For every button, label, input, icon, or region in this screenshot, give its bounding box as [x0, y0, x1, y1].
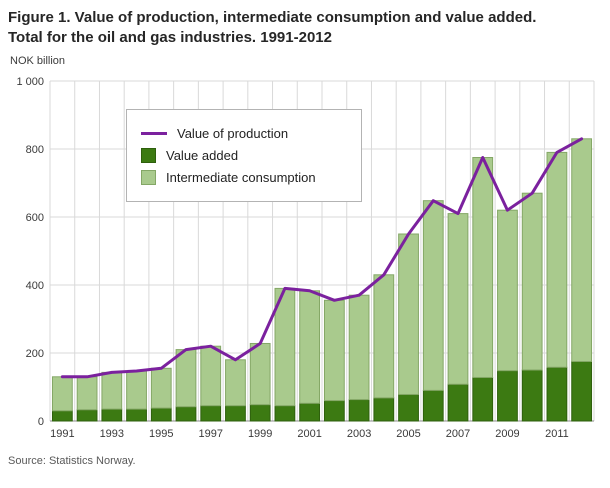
value-added-swatch [141, 148, 156, 163]
x-axis-tick-label: 1993 [100, 428, 124, 440]
legend-label-intermediate-consumption: Intermediate consumption [166, 170, 316, 185]
bar-segment-value-added [472, 376, 494, 422]
bar-segment-value-added [422, 389, 444, 422]
bar-segment-value-added [497, 370, 518, 422]
bar-segment-value-added [521, 369, 543, 422]
bar-segment-value-added [249, 404, 271, 422]
bar-segment-intermediate-consumption [348, 294, 370, 401]
bar-segment-value-added [323, 400, 345, 422]
legend-item-intermediate-consumption: Intermediate consumption [141, 170, 347, 185]
x-axis-tick-label: 2011 [545, 428, 569, 440]
y-axis-tick-label: 800 [26, 144, 44, 156]
bar-segment-value-added [373, 397, 395, 422]
bar-segment-intermediate-consumption [150, 367, 172, 409]
x-axis-tick-label: 1991 [50, 428, 74, 440]
bar-segment-intermediate-consumption [497, 209, 518, 372]
bar-segment-intermediate-consumption [101, 371, 123, 410]
bar-segment-intermediate-consumption [373, 274, 395, 399]
source-note: Source: Statistics Norway. [8, 455, 136, 467]
bar-segment-value-added [51, 410, 73, 422]
bar-segment-value-added [150, 407, 172, 422]
bar-segment-value-added [175, 406, 197, 422]
bar-segment-intermediate-consumption [447, 213, 469, 385]
x-axis-tick-label: 1995 [149, 428, 173, 440]
figure-title: Figure 1. Value of production, intermedi… [8, 8, 602, 47]
bar-segment-intermediate-consumption [422, 200, 444, 391]
bar-segment-intermediate-consumption [51, 376, 73, 412]
bar-segment-value-added [447, 383, 469, 422]
x-axis-tick-label: 2007 [446, 428, 470, 440]
legend-label-value-added: Value added [166, 148, 239, 163]
bar-segment-intermediate-consumption [323, 299, 345, 402]
bar-segment-value-added [200, 405, 222, 422]
y-axis-tick-label: 600 [26, 212, 44, 224]
bar-segment-intermediate-consumption [299, 290, 321, 404]
x-axis-tick-label: 2009 [495, 428, 519, 440]
chart-area: 0 200 400 600 800 1 000 1991 1993 1995 1997 1999 20… [8, 69, 602, 449]
legend-item-value-of-production: Value of production [141, 126, 347, 141]
value-of-production-line [60, 137, 584, 379]
x-axis-tick-label: 1997 [198, 428, 222, 440]
y-axis-tick-label: 400 [26, 280, 44, 292]
bar-segment-intermediate-consumption [398, 233, 419, 395]
figure-title-line1: Figure 1. Value of production, intermedi… [8, 9, 537, 26]
y-axis-tick-label: 200 [26, 348, 44, 360]
figure-title-line2: Total for the oil and gas industries. 19… [8, 28, 332, 46]
legend-label-value-of-production: Value of production [177, 126, 289, 141]
figure-page: Figure 1. Value of production, intermedi… [8, 8, 602, 467]
bar-segment-intermediate-consumption [76, 376, 98, 411]
bar-segment-value-added [274, 405, 296, 422]
x-axis-tick-label: 2005 [396, 428, 420, 440]
bar-segment-value-added [225, 405, 246, 422]
legend: Value of production Value added Intermed… [126, 109, 362, 202]
bar-segment-intermediate-consumption [521, 192, 543, 371]
bar-segment-intermediate-consumption [571, 138, 593, 362]
bar-segment-intermediate-consumption [249, 342, 271, 406]
bar-segment-value-added [126, 408, 147, 422]
bar-segment-value-added [299, 402, 321, 422]
bar-segment-value-added [101, 408, 123, 422]
production-line-swatch [141, 132, 167, 135]
bar-segment-intermediate-consumption [200, 345, 222, 407]
bar-segment-intermediate-consumption [175, 349, 197, 408]
bar-segment-intermediate-consumption [546, 151, 568, 368]
y-axis-tick-label: 1 000 [16, 76, 44, 88]
bar-segment-value-added [76, 409, 98, 422]
x-axis-tick-label: 2003 [347, 428, 371, 440]
x-axis-tick-label: 1999 [248, 428, 272, 440]
bar-segment-value-added [546, 366, 568, 422]
bar-segment-value-added [348, 399, 370, 422]
intermediate-consumption-swatch [141, 170, 156, 185]
y-axis-tick-label: 0 [38, 416, 44, 428]
bar-segment-intermediate-consumption [472, 157, 494, 378]
legend-item-value-added: Value added [141, 148, 347, 163]
bar-segment-intermediate-consumption [126, 370, 147, 410]
x-axis-tick-label: 2001 [297, 428, 321, 440]
y-axis-unit-label: NOK billion [10, 55, 66, 67]
bar-segment-value-added [571, 361, 593, 422]
bar-segment-intermediate-consumption [225, 359, 246, 407]
chart-canvas: 0 200 400 600 800 1 000 1991 1993 1995 1997 1999 20… [16, 76, 595, 440]
bar-segment-value-added [398, 393, 419, 422]
